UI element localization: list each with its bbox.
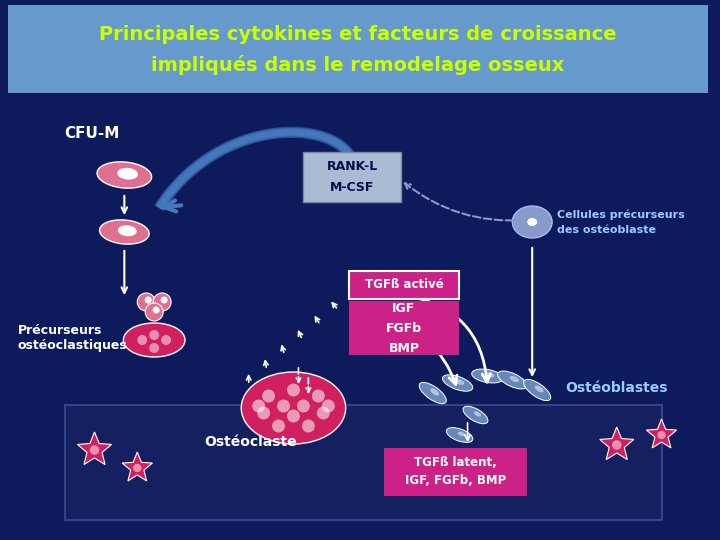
Ellipse shape <box>455 379 464 385</box>
Ellipse shape <box>463 406 488 424</box>
Circle shape <box>297 400 310 413</box>
Ellipse shape <box>431 388 439 395</box>
Ellipse shape <box>443 375 473 391</box>
Ellipse shape <box>472 369 503 383</box>
Circle shape <box>277 400 290 413</box>
Bar <box>8 5 708 93</box>
Ellipse shape <box>485 373 495 377</box>
Circle shape <box>302 420 315 433</box>
Ellipse shape <box>117 168 138 180</box>
Ellipse shape <box>523 380 551 401</box>
Ellipse shape <box>123 323 185 357</box>
Text: des ostéoblaste: des ostéoblaste <box>557 225 656 235</box>
Polygon shape <box>600 427 634 460</box>
Text: Cellules précurseurs: Cellules précurseurs <box>557 210 685 220</box>
Ellipse shape <box>241 372 346 444</box>
Bar <box>303 152 401 202</box>
Text: TGFß latent,
IGF, FGFb, BMP: TGFß latent, IGF, FGFb, BMP <box>405 456 506 488</box>
Circle shape <box>287 383 300 396</box>
Text: Ostéoblastes: Ostéoblastes <box>565 381 667 395</box>
Ellipse shape <box>527 218 537 226</box>
Circle shape <box>322 400 335 413</box>
Circle shape <box>153 293 171 311</box>
Ellipse shape <box>458 431 465 436</box>
Ellipse shape <box>513 206 552 238</box>
Ellipse shape <box>419 382 446 403</box>
Text: RANK-L
M-CSF: RANK-L M-CSF <box>327 160 378 194</box>
Circle shape <box>317 407 330 420</box>
Polygon shape <box>647 419 677 448</box>
Text: Principales cytokines et facteurs de croissance: Principales cytokines et facteurs de cro… <box>99 24 617 44</box>
Polygon shape <box>122 452 153 481</box>
Polygon shape <box>78 432 112 464</box>
Text: Ostéoclaste: Ostéoclaste <box>204 435 297 449</box>
Ellipse shape <box>510 376 519 382</box>
Circle shape <box>138 293 156 311</box>
Circle shape <box>133 464 141 472</box>
Circle shape <box>312 389 325 402</box>
Circle shape <box>138 335 147 345</box>
Text: Précurseurs
ostéoclastiques: Précurseurs ostéoclastiques <box>18 324 127 352</box>
Circle shape <box>287 409 300 422</box>
Circle shape <box>272 420 285 433</box>
Circle shape <box>262 389 275 402</box>
Ellipse shape <box>118 225 137 236</box>
Ellipse shape <box>498 371 527 389</box>
Text: CFU-M: CFU-M <box>65 125 120 140</box>
Circle shape <box>252 400 265 413</box>
Circle shape <box>153 307 160 314</box>
Circle shape <box>657 431 666 439</box>
FancyBboxPatch shape <box>349 301 459 355</box>
Circle shape <box>257 407 270 420</box>
Circle shape <box>612 440 621 450</box>
Circle shape <box>145 303 163 321</box>
Text: IGF
FGFb
BMP: IGF FGFb BMP <box>386 301 422 354</box>
Circle shape <box>161 296 168 303</box>
FancyBboxPatch shape <box>349 271 459 299</box>
Ellipse shape <box>97 162 152 188</box>
FancyBboxPatch shape <box>384 448 527 496</box>
Circle shape <box>161 335 171 345</box>
Text: impliqués dans le remodelage osseux: impliqués dans le remodelage osseux <box>151 55 564 75</box>
Bar <box>65 405 662 520</box>
Circle shape <box>149 330 159 340</box>
Ellipse shape <box>99 220 149 244</box>
Circle shape <box>90 445 99 455</box>
Ellipse shape <box>474 411 481 417</box>
Circle shape <box>145 296 152 303</box>
Ellipse shape <box>535 386 544 393</box>
Circle shape <box>149 343 159 353</box>
Text: TGFß activé: TGFß activé <box>364 279 444 292</box>
Ellipse shape <box>446 428 473 442</box>
